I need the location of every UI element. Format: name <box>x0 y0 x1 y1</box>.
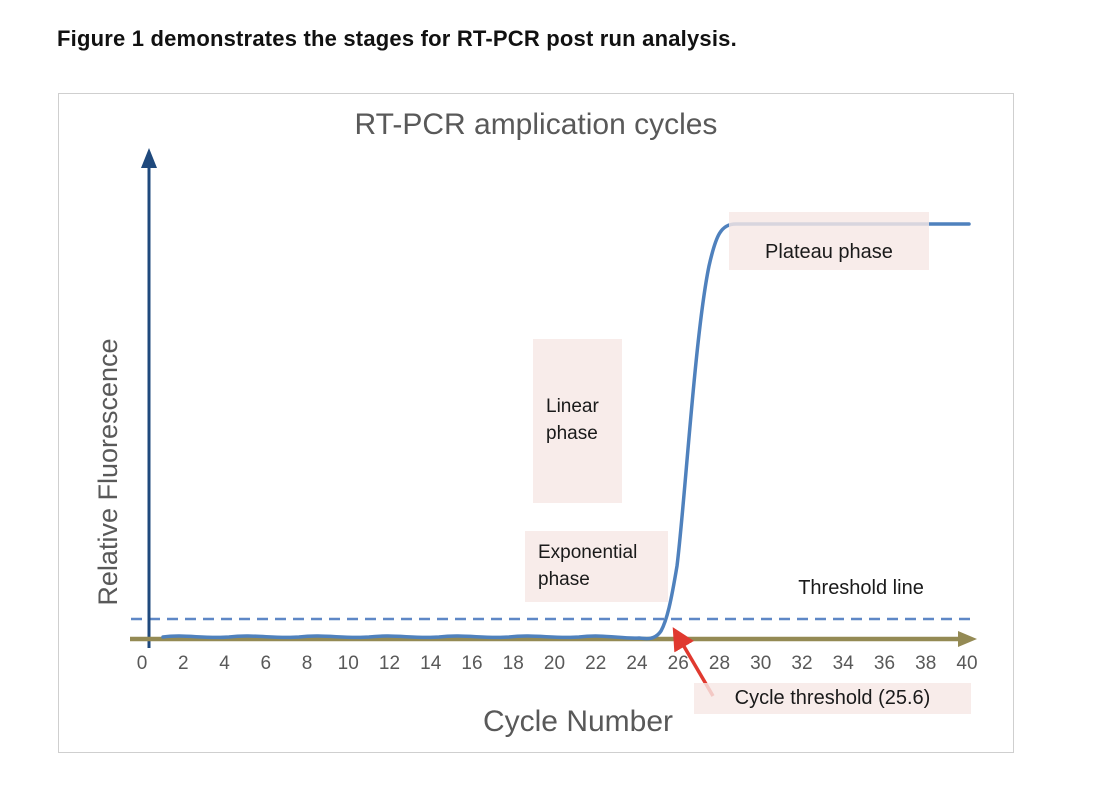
x-tick-label: 32 <box>791 653 813 674</box>
amplification-curve <box>161 222 971 641</box>
x-tick-labels: 0 2 4 6 8 10 12 14 16 18 20 22 24 26 28 30 32 34 36 38 40 <box>59 653 1013 677</box>
x-tick-label: 24 <box>626 653 648 674</box>
exponential-phase-label: Exponential phase <box>538 541 638 590</box>
annotation-exponential-phase: Exponential phase <box>525 531 668 602</box>
chart-title: RT-PCR amplication cycles <box>354 108 718 141</box>
plateau-phase-label: Plateau phase <box>765 241 893 263</box>
x-tick-label: 6 <box>260 653 272 674</box>
x-axis-label: Cycle Number <box>482 705 674 738</box>
chart-canvas <box>130 148 977 697</box>
annotation-linear-phase: Linear phase <box>533 339 622 503</box>
annotation-plateau-phase: Plateau phase <box>729 212 929 270</box>
x-tick-label: 12 <box>378 653 401 674</box>
x-tick-label: 14 <box>420 653 442 674</box>
chart-frame: RT-PCR amplication cycles Relative Fluor… <box>58 93 1014 753</box>
x-tick-label: 0 <box>136 653 148 674</box>
x-tick-label: 10 <box>337 653 359 674</box>
x-tick-label: 20 <box>543 653 566 674</box>
x-tick-label: 40 <box>956 653 978 674</box>
annotation-cycle-threshold: Cycle threshold (25.6) <box>694 683 971 714</box>
x-tick-label: 36 <box>873 653 896 674</box>
x-tick-label: 18 <box>502 653 524 674</box>
x-tick-label: 8 <box>301 653 313 674</box>
x-tick-label: 38 <box>915 653 937 674</box>
x-tick-label: 28 <box>708 653 731 674</box>
x-axis-arrowhead-icon <box>958 631 977 647</box>
x-tick-label: 4 <box>219 653 230 674</box>
threshold-line-label: Threshold line <box>798 577 924 599</box>
y-axis-arrowhead-icon <box>141 148 157 168</box>
x-tick-label: 22 <box>585 653 607 674</box>
x-tick-label: 16 <box>461 653 483 674</box>
linear-phase-label: Linear phase <box>546 396 599 444</box>
figure-caption: Figure 1 demonstrates the stages for RT-… <box>57 26 737 51</box>
cycle-threshold-label: Cycle threshold (25.6) <box>734 687 931 709</box>
x-tick-label: 26 <box>667 653 689 674</box>
x-tick-label: 2 <box>177 653 189 674</box>
x-tick-label: 30 <box>750 653 772 674</box>
x-tick-label: 34 <box>832 653 854 674</box>
